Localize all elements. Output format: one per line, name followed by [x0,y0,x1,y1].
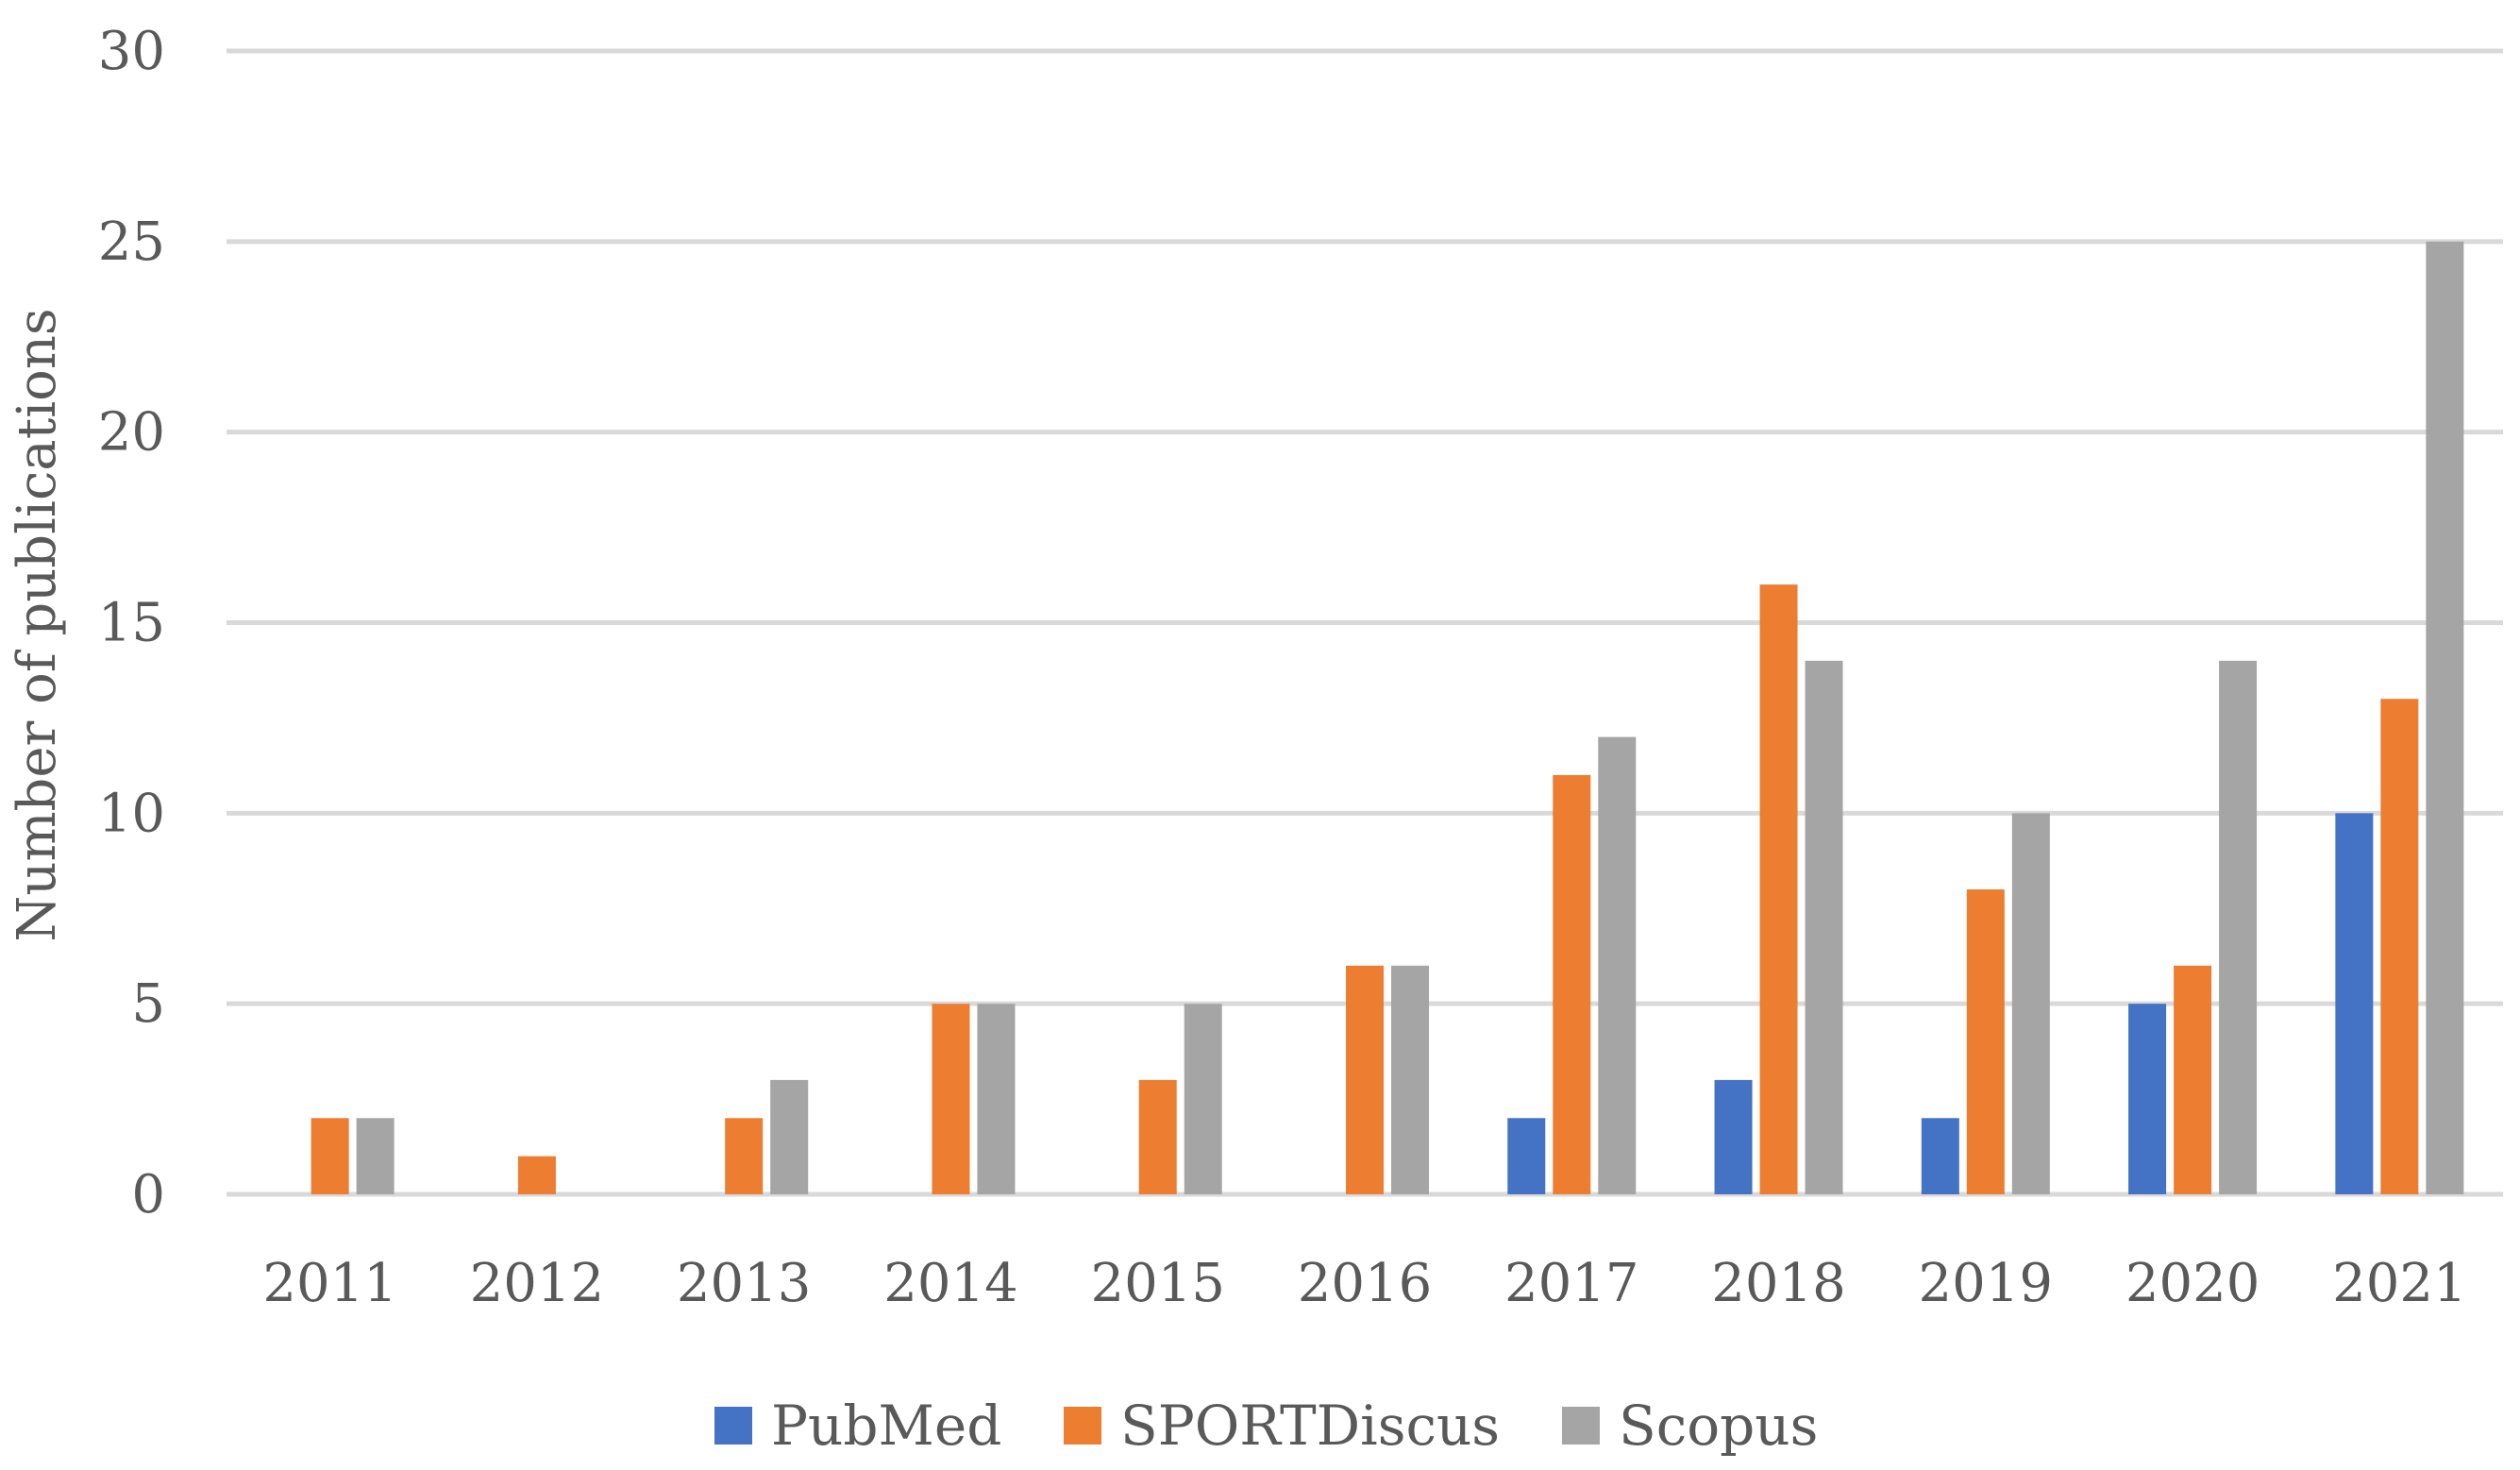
x-tick-label: 2020 [2125,1253,2260,1314]
y-tick-label: 20 [98,402,165,464]
bar-pubmed-2021 [2335,813,2374,1194]
x-tick-label: 2013 [677,1253,812,1314]
bars [311,241,2464,1195]
bar-sportdiscus-2018 [1759,584,1798,1194]
bar-pubmed-2018 [1714,1079,1753,1194]
bar-pubmed-2020 [2128,1004,2167,1194]
y-tick-label: 30 [98,21,165,82]
y-axis-ticks: 0 5 10 15 20 25 30 [98,21,165,1225]
bar-sportdiscus-2019 [1966,889,2005,1194]
x-tick-label: 2015 [1090,1253,1225,1314]
legend-swatch-pubmed [714,1407,752,1445]
x-tick-label: 2016 [1298,1253,1433,1314]
legend-label-scopus: Scopus [1619,1394,1818,1458]
x-tick-label: 2019 [1919,1253,2054,1314]
x-tick-label: 2018 [1711,1253,1846,1314]
x-axis-ticks: 2011 2012 2013 2014 2015 2016 2017 2018 2019 2020… [262,1253,2466,1314]
bar-sportdiscus-2015 [1138,1079,1177,1194]
y-axis-title: Number of publications [7,308,68,941]
bar-sportdiscus-2021 [2380,699,2419,1194]
x-tick-label: 2014 [883,1253,1018,1314]
bar-pubmed-2019 [1921,1118,1959,1194]
bar-sportdiscus-2012 [517,1156,556,1194]
bar-sportdiscus-2016 [1346,965,1384,1194]
x-tick-label: 2012 [470,1253,605,1314]
bar-scopus-2016 [1391,965,1429,1194]
x-tick-label: 2011 [262,1253,397,1314]
y-tick-label: 15 [98,593,165,654]
bar-scopus-2014 [977,1004,1016,1194]
bar-scopus-2018 [1805,660,1843,1194]
y-tick-label: 10 [98,783,165,844]
legend-swatch-sportdiscus [1064,1407,1101,1445]
bar-scopus-2017 [1598,736,1637,1194]
gridlines [227,48,2503,1197]
bar-pubmed-2017 [1507,1118,1546,1194]
y-tick-label: 5 [131,973,165,1035]
bar-scopus-2019 [2011,813,2050,1194]
legend-label-pubmed: PubMed [771,1394,1001,1458]
legend-swatch-scopus [1562,1407,1600,1445]
bar-scopus-2013 [770,1079,809,1194]
bar-scopus-2021 [2426,241,2464,1195]
bar-scopus-2015 [1184,1004,1222,1194]
legend-label-sportdiscus: SPORTDiscus [1120,1394,1500,1458]
y-tick-label: 0 [131,1164,165,1225]
bar-sportdiscus-2017 [1553,774,1591,1194]
bar-scopus-2011 [356,1118,395,1194]
bar-scopus-2020 [2219,660,2258,1194]
legend: PubMed SPORTDiscus Scopus [714,1394,1818,1458]
y-tick-label: 25 [98,211,165,273]
x-tick-label: 2021 [2332,1253,2467,1314]
bar-sportdiscus-2014 [932,1004,970,1194]
x-tick-label: 2017 [1504,1253,1639,1314]
bar-sportdiscus-2011 [311,1118,349,1194]
bar-sportdiscus-2020 [2174,965,2212,1194]
bar-sportdiscus-2013 [725,1118,764,1194]
